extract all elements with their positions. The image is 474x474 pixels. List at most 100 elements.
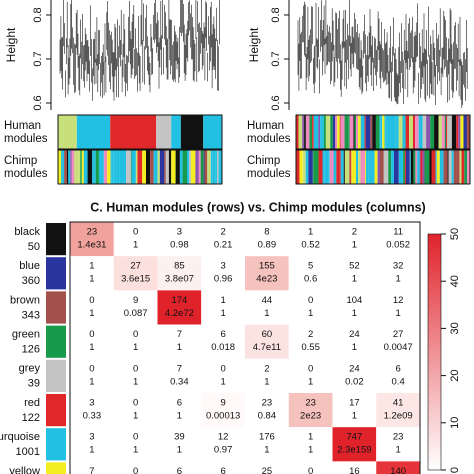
row-color (46, 428, 66, 461)
row-size: 39 (28, 378, 40, 390)
bar-label-line: modules (247, 168, 291, 180)
cell-p: 1 (89, 308, 94, 319)
cell (70, 393, 114, 428)
cell-p: 1 (308, 376, 313, 387)
cell-count: 3 (89, 432, 94, 443)
cell-count: 16 (349, 466, 360, 474)
module-stripe (380, 150, 384, 184)
module-stripe (212, 150, 216, 184)
row-color (46, 325, 66, 358)
y-tick-label: 0.8 (270, 7, 282, 22)
module-stripe (204, 150, 208, 184)
module-stripe (324, 150, 329, 184)
cell-count: 174 (171, 295, 187, 306)
module-stripe (329, 115, 331, 149)
module-stripe (441, 115, 445, 149)
cell-p: 1 (395, 308, 400, 319)
cell (201, 222, 245, 257)
cell-count: 0 (89, 329, 94, 340)
cell-count: 3 (220, 261, 225, 272)
module-stripe (189, 150, 192, 184)
cell-p: 0.84 (258, 411, 277, 422)
cell-p: 2.3e159 (337, 445, 371, 456)
cell-count: 6 (220, 466, 225, 474)
module-stripe (435, 150, 437, 184)
cell (376, 393, 420, 428)
cell-p: 1 (133, 376, 138, 387)
cell (157, 427, 202, 462)
module-stripe (130, 150, 132, 184)
cell-count: 17 (349, 398, 360, 409)
y-axis-label: Height (4, 27, 18, 62)
module-stripe (403, 150, 405, 184)
cell-p: 0.0047 (384, 342, 413, 353)
cell (113, 290, 158, 325)
module-stripe (215, 150, 218, 184)
colorbar-label: 0 (449, 467, 461, 473)
cell-count: 8 (264, 227, 269, 238)
cell-p: 3.8e07 (165, 274, 194, 285)
cell-count: 0 (89, 295, 94, 306)
module-stripe (370, 115, 373, 149)
cell-count: 60 (262, 329, 273, 340)
cell-count: 23 (87, 227, 98, 238)
module-stripe (145, 150, 151, 184)
module-stripe (299, 150, 303, 184)
cell-count: 0 (89, 363, 94, 374)
row-name: brown (10, 294, 40, 306)
cell (332, 427, 377, 462)
module-stripe (329, 150, 334, 184)
module-stripe (309, 115, 313, 149)
module-stripe (360, 115, 365, 149)
cell-p: 4e23 (256, 274, 277, 285)
module-stripe (328, 150, 330, 184)
cell-count: 0 (133, 363, 138, 374)
cell-p: 1 (89, 274, 94, 285)
row-name: blue (19, 260, 40, 272)
module-stripe (395, 115, 398, 149)
heatmap-title: C. Human modules (rows) vs. Chimp module… (90, 200, 425, 214)
module-stripe (207, 150, 211, 184)
module-stripe (426, 115, 431, 149)
module-stripe (98, 150, 101, 184)
cell (332, 256, 377, 291)
cell-count: 23 (305, 398, 316, 409)
cell (245, 256, 289, 291)
module-stripe (371, 150, 375, 184)
module-stripe (78, 150, 81, 184)
module-stripe (302, 115, 305, 149)
cell-count: 23 (393, 432, 404, 443)
cell-count: 6 (177, 466, 182, 474)
cell-count: 24 (349, 363, 360, 374)
module-stripe (103, 150, 108, 184)
module-stripe (430, 115, 435, 149)
module-stripe (123, 150, 127, 184)
module-stripe (422, 115, 427, 149)
module-stripe (165, 150, 169, 184)
row-name: grey (19, 363, 41, 375)
module-stripe (298, 115, 303, 149)
cell-count: 6 (177, 398, 182, 409)
cell-count: 11 (393, 227, 403, 238)
cell-count: 155 (259, 261, 275, 272)
module-stripe (119, 150, 124, 184)
module-stripe (382, 115, 385, 149)
y-tick-label: 0.8 (32, 7, 44, 22)
module-stripe (87, 150, 93, 184)
module-stripe (364, 115, 366, 149)
module-stripe (383, 150, 389, 184)
cell (113, 222, 158, 257)
module-stripe (355, 115, 359, 149)
cell-p: 0.33 (83, 411, 102, 422)
module-stripe (398, 150, 404, 184)
module-stripe (451, 150, 454, 184)
module-stripe (459, 150, 462, 184)
module-stripe (318, 115, 321, 149)
cell-count: 12 (218, 432, 229, 443)
module-stripe (429, 150, 432, 184)
cell (157, 290, 202, 325)
module-stripe (412, 115, 416, 149)
bar-label: Human modules (4, 120, 48, 145)
module-stripe (157, 150, 160, 184)
module-stripe (384, 115, 386, 149)
